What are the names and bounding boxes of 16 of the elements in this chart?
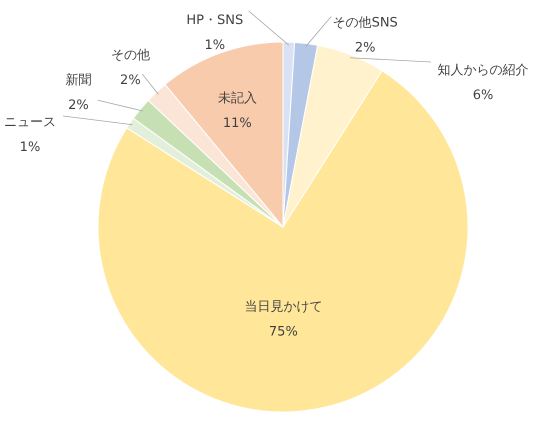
slice-label: 知人からの紹介 — [438, 62, 529, 78]
data-label: 75% — [268, 324, 298, 340]
data-label: 6% — [472, 88, 494, 103]
data-label: 2% — [68, 98, 89, 114]
slice-label: その他 — [110, 48, 150, 64]
data-label: 1% — [20, 140, 40, 156]
slice-label: 新聞 — [65, 73, 92, 88]
slice-label: 未記入 — [218, 90, 257, 106]
slice-label: ニュース — [4, 115, 56, 130]
data-label: 1% — [204, 38, 226, 54]
data-label: 11% — [222, 116, 252, 131]
slice-label: 当日見かけて — [244, 300, 322, 315]
slice-label: その他SNS — [332, 15, 398, 30]
data-label: 2% — [120, 73, 141, 88]
data-label: 2% — [354, 40, 376, 56]
slice-label: HP・SNS — [186, 13, 244, 28]
